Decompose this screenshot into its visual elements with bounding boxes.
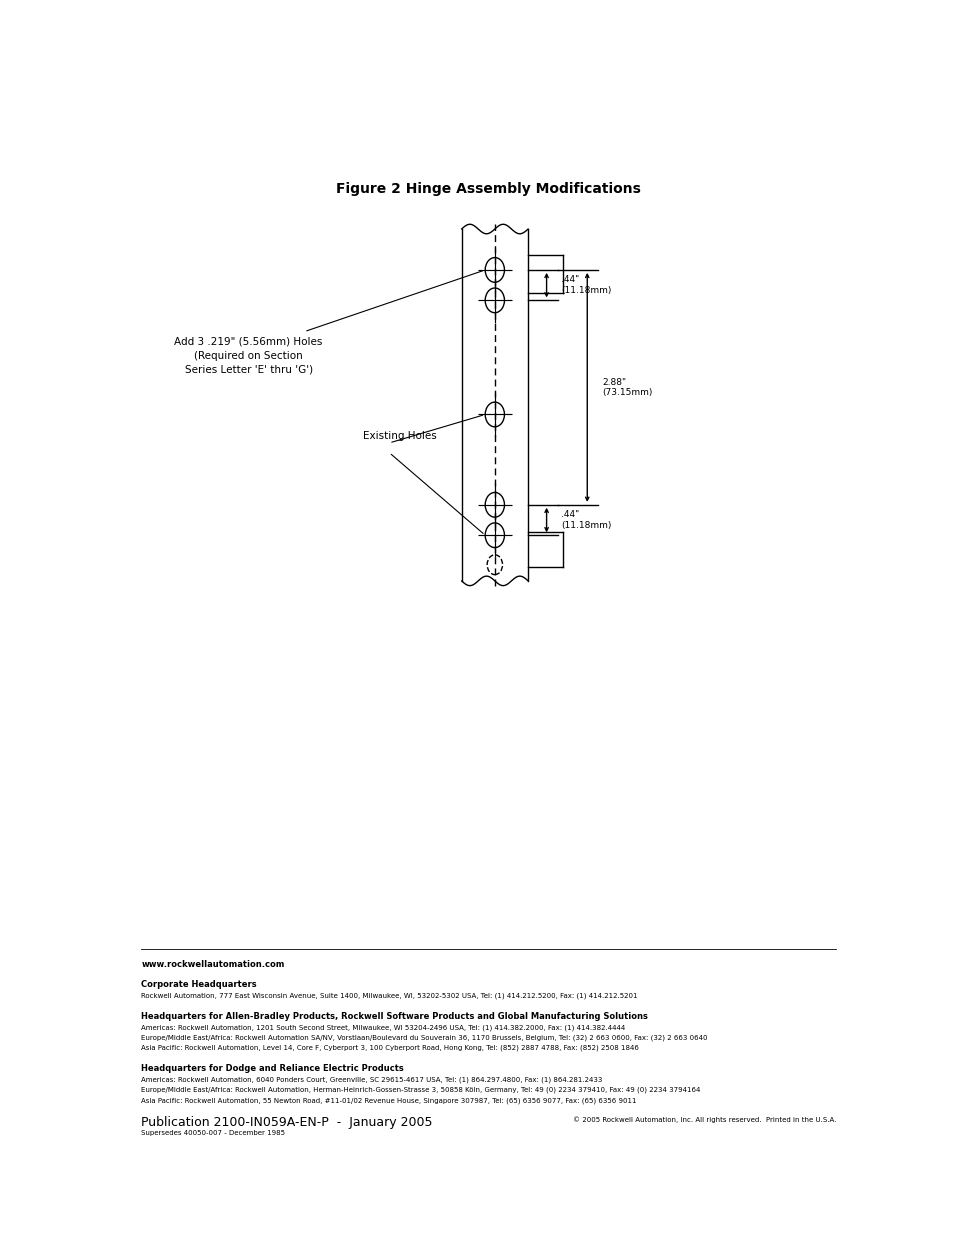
Text: Add 3 .219" (5.56mm) Holes
(Required on Section
Series Letter 'E' thru 'G'): Add 3 .219" (5.56mm) Holes (Required on … xyxy=(174,336,322,374)
Text: Rockwell Automation, 777 East Wisconsin Avenue, Suite 1400, Milwaukee, WI, 53202: Rockwell Automation, 777 East Wisconsin … xyxy=(141,993,638,999)
Text: www.rockwellautomation.com: www.rockwellautomation.com xyxy=(141,961,285,969)
Text: Headquarters for Allen-Bradley Products, Rockwell Software Products and Global M: Headquarters for Allen-Bradley Products,… xyxy=(141,1011,648,1020)
Text: Corporate Headquarters: Corporate Headquarters xyxy=(141,981,256,989)
Text: 2.88"
(73.15mm): 2.88" (73.15mm) xyxy=(601,378,652,398)
Text: Publication 2100-IN059A-EN-P  -  January 2005: Publication 2100-IN059A-EN-P - January 2… xyxy=(141,1116,433,1129)
Text: Europe/Middle East/Africa: Rockwell Automation SA/NV, Vorstlaan/Boulevard du Sou: Europe/Middle East/Africa: Rockwell Auto… xyxy=(141,1035,707,1041)
Text: Existing Holes: Existing Holes xyxy=(363,431,436,441)
Text: Europe/Middle East/Africa: Rockwell Automation, Herman-Heinrich-Gossen-Strasse 3: Europe/Middle East/Africa: Rockwell Auto… xyxy=(141,1087,700,1093)
Text: Americas: Rockwell Automation, 1201 South Second Street, Milwaukee, WI 53204-249: Americas: Rockwell Automation, 1201 Sout… xyxy=(141,1024,625,1030)
Text: Asia Pacific: Rockwell Automation, 55 Newton Road, #11-01/02 Revenue House, Sing: Asia Pacific: Rockwell Automation, 55 Ne… xyxy=(141,1097,637,1104)
Text: © 2005 Rockwell Automation, Inc. All rights reserved.  Printed in the U.S.A.: © 2005 Rockwell Automation, Inc. All rig… xyxy=(573,1116,836,1123)
Text: Supersedes 40050-007 - December 1985: Supersedes 40050-007 - December 1985 xyxy=(141,1130,285,1135)
Text: .44"
(11.18mm): .44" (11.18mm) xyxy=(560,510,611,530)
Text: Headquarters for Dodge and Reliance Electric Products: Headquarters for Dodge and Reliance Elec… xyxy=(141,1065,404,1073)
Text: Americas: Rockwell Automation, 6040 Ponders Court, Greenville, SC 29615-4617 USA: Americas: Rockwell Automation, 6040 Pond… xyxy=(141,1077,602,1083)
Text: Asia Pacific: Rockwell Automation, Level 14, Core F, Cyberport 3, 100 Cyberport : Asia Pacific: Rockwell Automation, Level… xyxy=(141,1045,639,1051)
Text: .44"
(11.18mm): .44" (11.18mm) xyxy=(560,275,611,295)
Text: Figure 2 Hinge Assembly Modifications: Figure 2 Hinge Assembly Modifications xyxy=(336,182,640,196)
